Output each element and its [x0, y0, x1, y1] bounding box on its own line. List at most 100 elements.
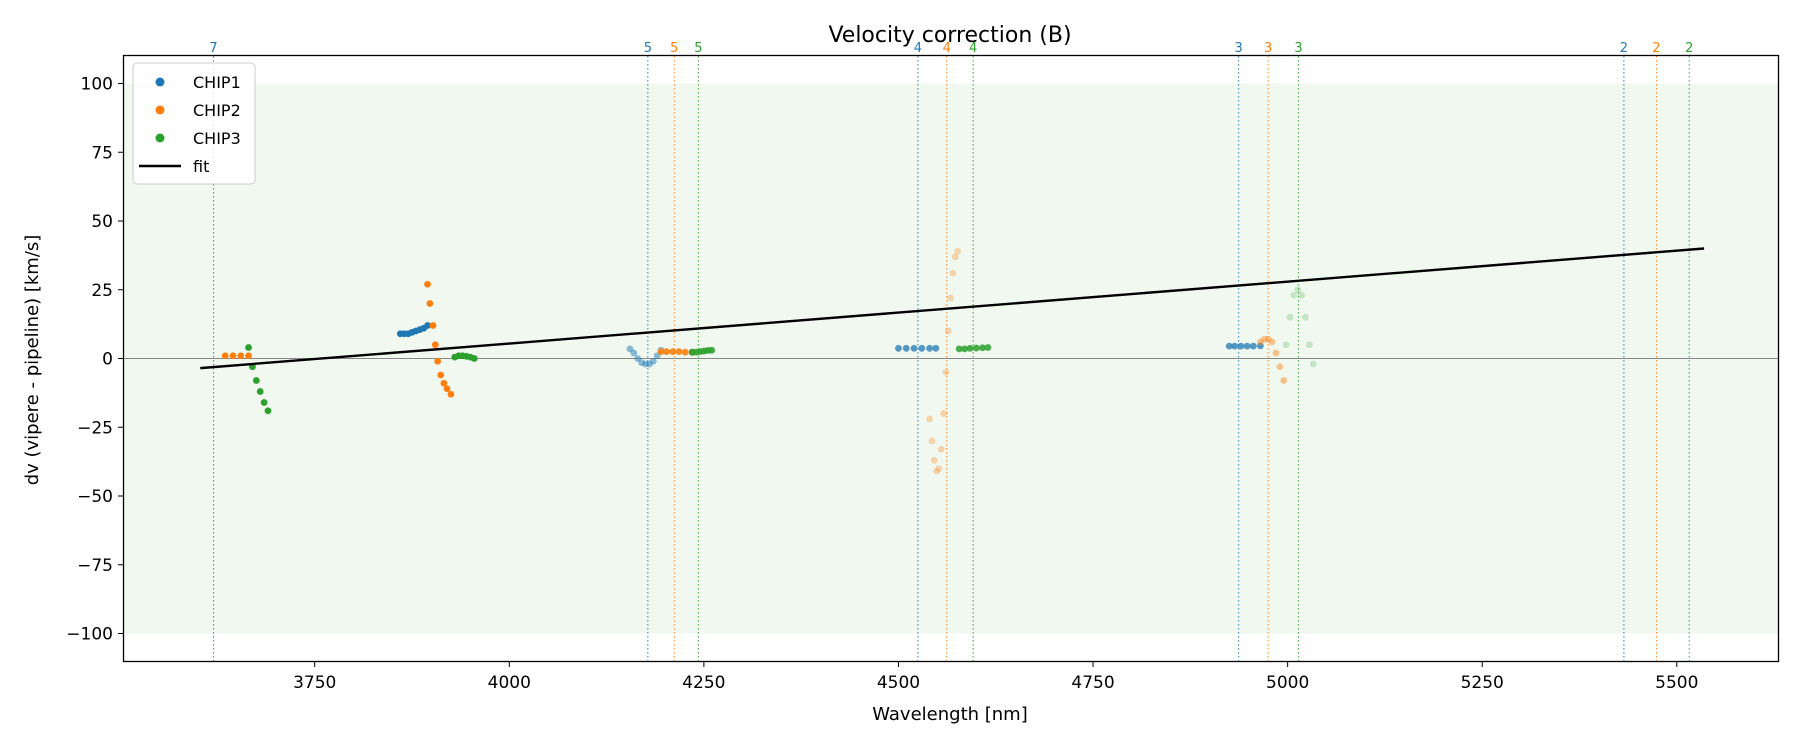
data-point-chip2: [681, 348, 689, 356]
data-point-chip1: [1237, 342, 1245, 350]
legend-label-chip3: CHIP3: [193, 129, 241, 148]
data-point-chip3: [260, 399, 268, 406]
data-point-chip2: [429, 322, 437, 329]
y-tick-label: 50: [91, 212, 113, 232]
x-tick-label: 3750: [293, 673, 336, 693]
data-point-chip2: [928, 437, 936, 445]
fit-line-path: [200, 247, 1705, 370]
x-tick-label: 4750: [1071, 673, 1114, 693]
data-point-chip3: [1290, 291, 1298, 299]
data-point-chip3: [1286, 313, 1294, 321]
data-point-chip2: [942, 368, 950, 376]
order-label: 2: [1685, 41, 1693, 56]
legend-box: [132, 62, 256, 185]
data-point-chip2: [426, 300, 434, 307]
data-point-chip3: [1302, 313, 1309, 321]
data-point-chip2: [1268, 338, 1276, 346]
data-point-chip2: [669, 348, 677, 356]
y-tick-label: 100: [81, 75, 113, 95]
data-point-chip2: [954, 247, 962, 255]
order-label: 5: [694, 41, 702, 56]
data-point-chip1: [932, 344, 940, 352]
data-point-chip2: [937, 445, 945, 453]
data-point-chip2: [657, 348, 665, 356]
data-point-chip2: [1276, 363, 1284, 371]
data-point-chip2: [431, 341, 439, 349]
y-tick-label: 75: [91, 143, 113, 163]
order-label: 7: [209, 41, 217, 56]
order-label: 2: [1620, 41, 1628, 56]
data-point-chip1: [910, 344, 918, 352]
data-point-chip3: [979, 344, 986, 352]
data-point-chip1: [424, 322, 431, 329]
data-point-chip2: [933, 467, 941, 475]
legend-marker-chip3: [155, 133, 165, 143]
data-point-chip1: [1249, 342, 1257, 350]
y-tick-label: −100: [66, 625, 113, 645]
y-axis-label: dv (vipere - pipeline) [km/s]: [22, 235, 43, 486]
data-point-chip3: [252, 377, 260, 384]
data-point-chip1: [902, 344, 910, 352]
data-point-chip1: [1231, 342, 1239, 350]
legend: CHIP1 CHIP2 CHIP3 fit: [132, 62, 256, 185]
order-label: 5: [670, 41, 678, 56]
data-point-chip2: [930, 456, 938, 464]
data-point-chip3: [1309, 360, 1317, 368]
data-point-chip1: [895, 344, 902, 352]
order-label: 4: [914, 41, 922, 56]
data-point-chip3: [955, 345, 963, 353]
data-point-chip1: [1243, 342, 1251, 350]
data-point-chip2: [237, 352, 245, 360]
data-point-chip3: [264, 407, 272, 415]
data-point-chip3: [1306, 341, 1313, 349]
x-tick-label: 4250: [682, 673, 725, 693]
legend-label-chip2: CHIP2: [193, 101, 241, 120]
data-point-chip2: [440, 379, 448, 387]
order-label: 3: [1234, 41, 1242, 56]
order-label: 3: [1294, 41, 1302, 56]
data-point-chip2: [1260, 335, 1268, 343]
data-point-chip3: [470, 355, 478, 362]
data-point-chip2: [675, 348, 683, 356]
y-tick-label: −50: [77, 487, 113, 507]
data-point-chip3: [245, 344, 252, 351]
x-tick-label: 5250: [1461, 673, 1504, 693]
data-point-chip2: [944, 327, 952, 335]
y-tick-label: 0: [102, 350, 113, 370]
data-point-chip2: [1272, 349, 1280, 357]
data-point-chip3: [972, 344, 980, 352]
data-point-chip2: [663, 348, 670, 356]
data-point-chip2: [229, 352, 237, 360]
y-tick-label: −75: [77, 556, 113, 576]
x-tick-label: 5500: [1655, 673, 1698, 693]
data-point-chip2: [1264, 335, 1272, 343]
data-point-chip3: [1294, 286, 1302, 294]
legend-marker-chip2: [155, 105, 165, 115]
x-axis-label: Wavelength [nm]: [872, 704, 1028, 725]
data-point-chip2: [935, 465, 943, 472]
x-tick-label: 4500: [877, 673, 920, 693]
data-point-chip2: [245, 352, 252, 360]
data-point-chip2: [926, 415, 933, 423]
data-point-chip3: [984, 344, 992, 351]
data-point-chip1: [918, 344, 926, 352]
data-point-chip1: [630, 349, 638, 357]
order-label: 5: [644, 41, 652, 56]
y-tick-label: −25: [77, 418, 113, 438]
legend-label-fit: fit: [193, 157, 209, 176]
data-point-chip2: [437, 371, 445, 379]
legend-marker-chip1: [155, 77, 165, 87]
data-point-chip2: [424, 280, 431, 288]
data-point-chip2: [1280, 377, 1288, 384]
order-label: 4: [943, 41, 951, 56]
data-point-chip2: [443, 385, 451, 393]
data-point-chip1: [1256, 342, 1264, 350]
data-point-chip2: [221, 352, 229, 360]
data-point-chip2: [951, 253, 959, 261]
data-point-chip2: [940, 410, 948, 417]
data-point-chip3: [256, 388, 264, 395]
order-label: 2: [1652, 41, 1660, 56]
order-label: 4: [969, 41, 977, 56]
x-tick-label: 4000: [488, 673, 531, 693]
x-tick-label: 5000: [1266, 673, 1309, 693]
